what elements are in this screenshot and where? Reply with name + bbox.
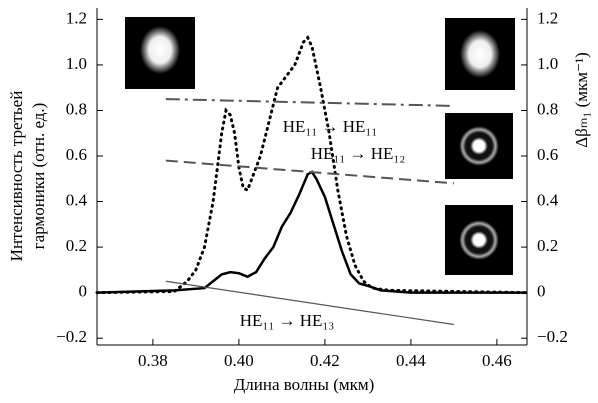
y2-tick-label: −0.2 <box>537 327 568 346</box>
mode-insets <box>125 17 515 275</box>
y-tick-label: −0.2 <box>56 327 87 346</box>
y2-tick-label: 1.0 <box>537 54 558 73</box>
inset-spot <box>140 26 180 74</box>
y-tick-label: 1.2 <box>66 8 87 27</box>
x-tick-label: 0.40 <box>224 351 254 370</box>
series-line <box>165 98 454 107</box>
inset-ring <box>457 124 501 168</box>
x-axis-label: Длина волны (мкм) <box>234 375 375 394</box>
x-tick-label: 0.46 <box>482 351 512 370</box>
x-tick-label: 0.38 <box>138 351 168 370</box>
x-tick-label: 0.44 <box>396 351 426 370</box>
annotation: HE₁₁ → HE₁₃ <box>240 311 335 330</box>
y-axis-label: гармоники (отн. ед.) <box>29 103 48 250</box>
annotation: HE₁₁ → HE₁₂ <box>311 144 406 163</box>
y2-tick-label: 0 <box>537 282 546 301</box>
series-line <box>96 170 527 294</box>
series-line <box>95 34 529 295</box>
y2-tick-label: 1.2 <box>537 8 558 27</box>
y-tick-label: 0.6 <box>66 145 87 164</box>
y2-tick-label: 0.8 <box>537 99 558 118</box>
y2-axis-label: Δβₘ₁ (мкм⁻¹) <box>572 52 591 148</box>
inset-spot <box>460 30 500 78</box>
series-line <box>165 159 454 185</box>
y2-tick-label: 0.4 <box>537 190 559 209</box>
x-tick-label: 0.42 <box>310 351 340 370</box>
y2-tick-label: 0.6 <box>537 145 558 164</box>
y2-tick-label: 0.2 <box>537 236 558 255</box>
series-line <box>165 280 454 326</box>
y-tick-label: 0.4 <box>66 190 88 209</box>
y-tick-label: 0.8 <box>66 99 87 118</box>
y-tick-label: 0.2 <box>66 236 87 255</box>
annotation: HE₁₁ → HE₁₁ <box>283 117 378 136</box>
inset-ring <box>457 218 501 262</box>
y-tick-label: 0 <box>79 282 88 301</box>
y-tick-label: 1.0 <box>66 54 87 73</box>
y-axis-label: Интенсивность третьей <box>7 91 26 262</box>
